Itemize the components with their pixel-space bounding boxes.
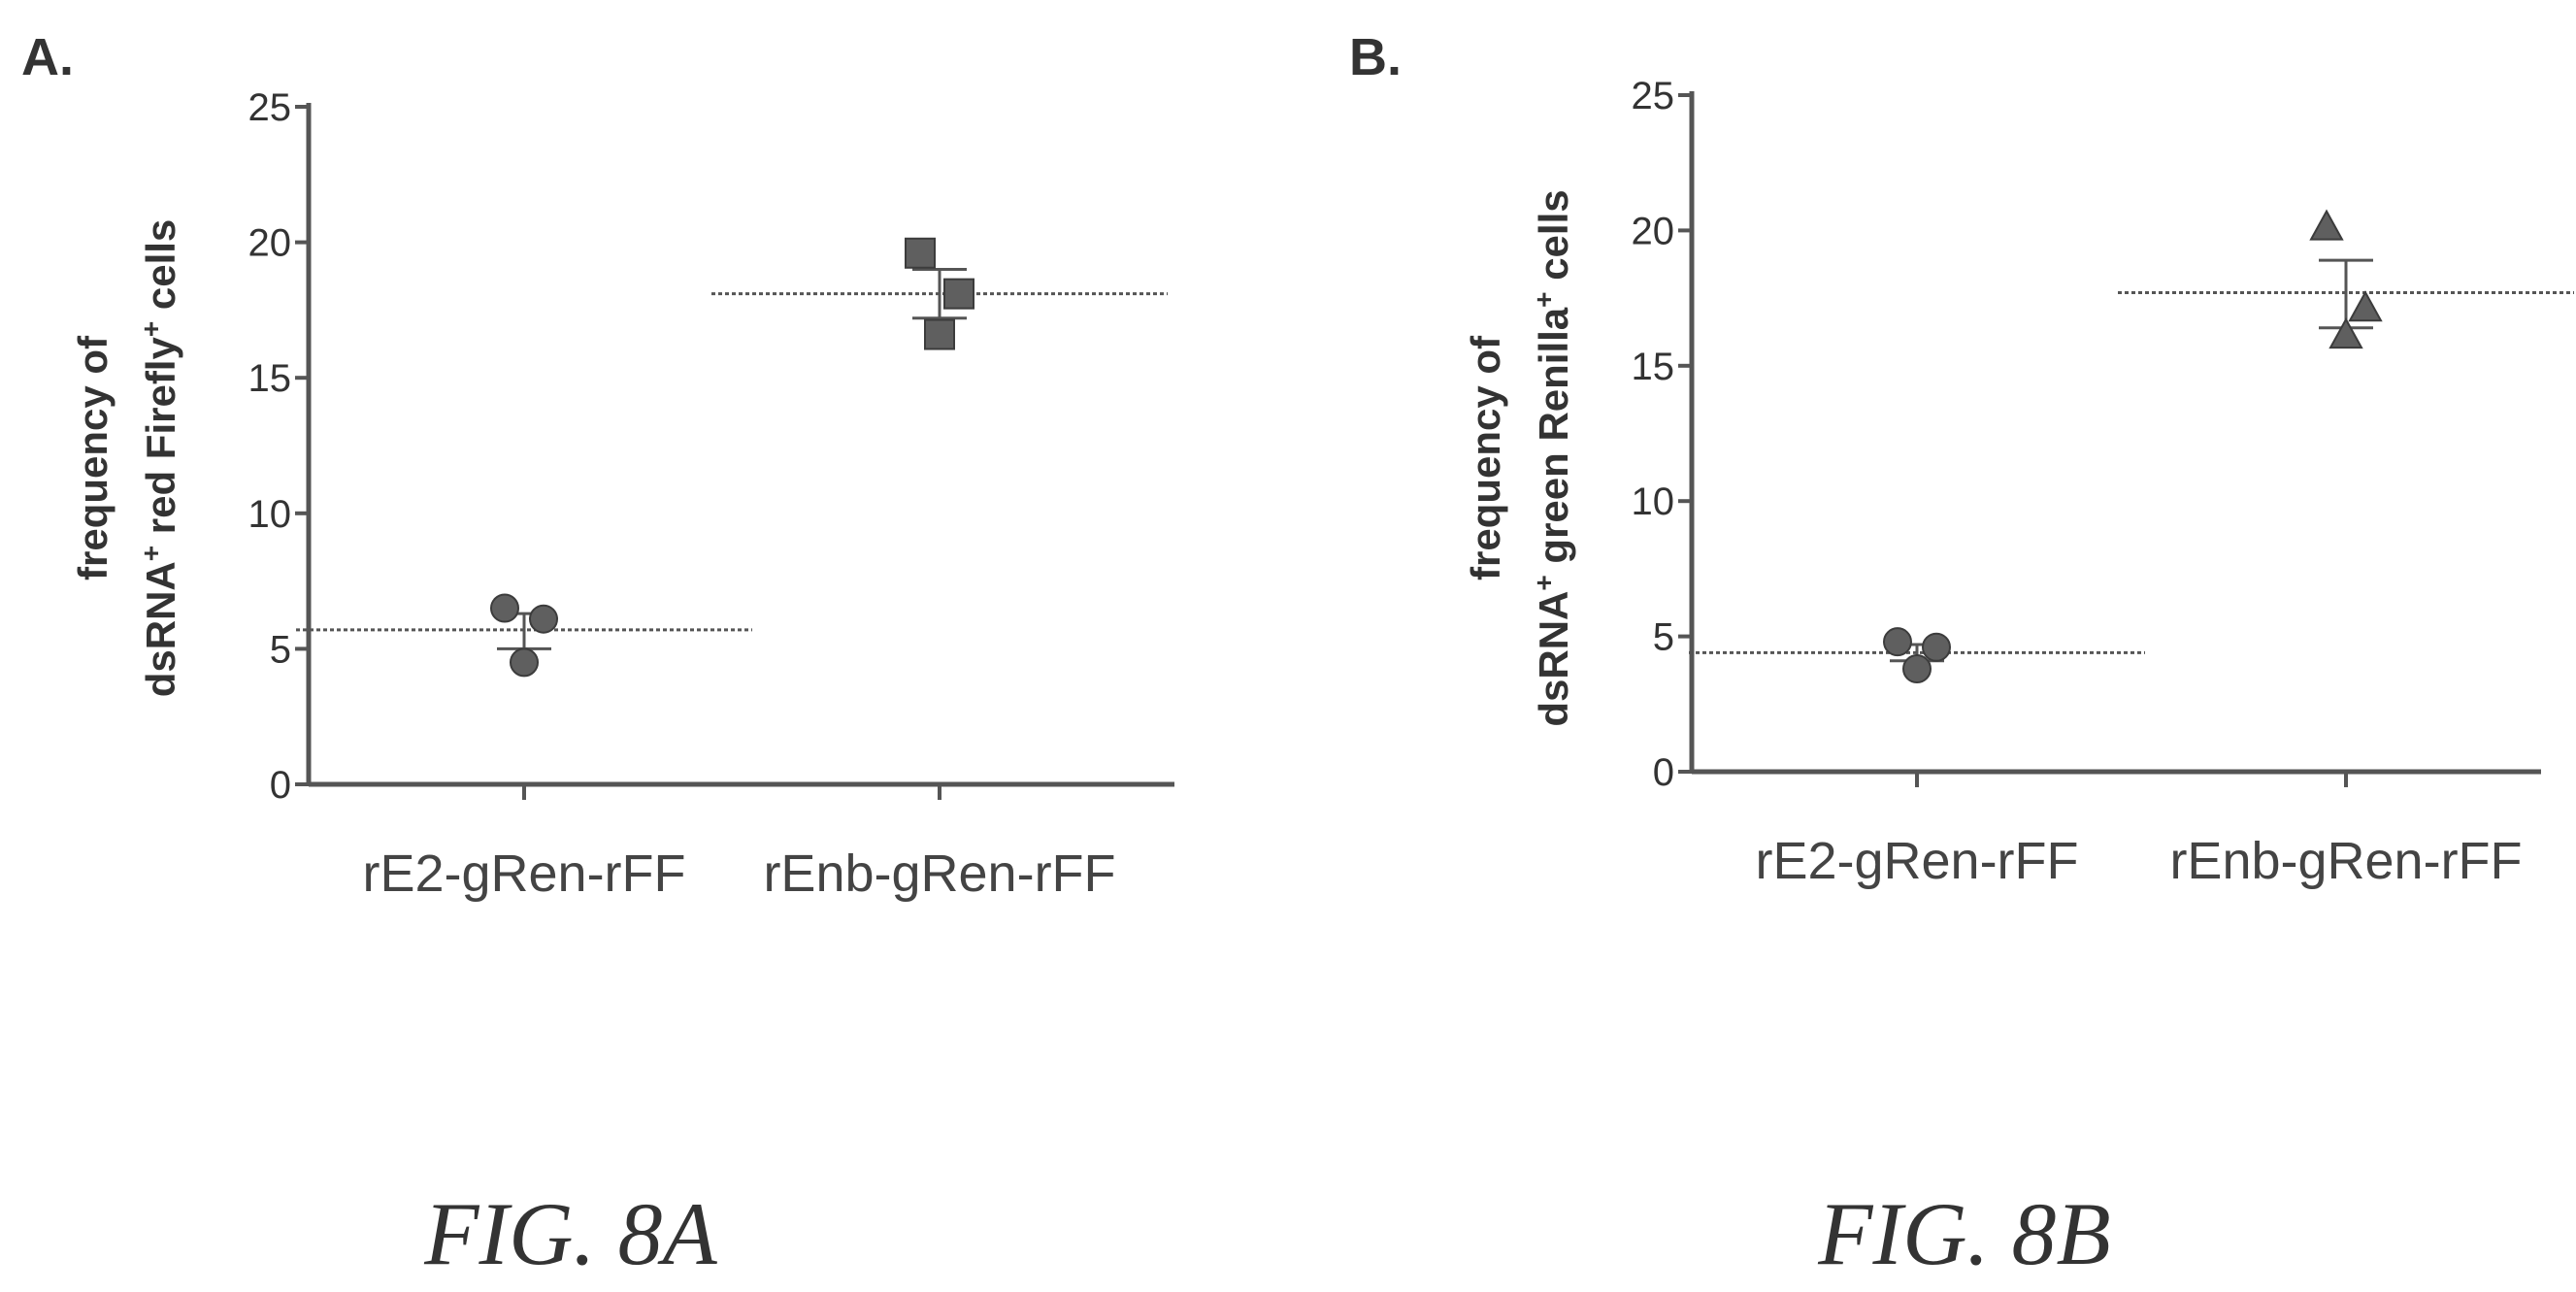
x-tick-label: rE2-gRen-rFF — [1755, 832, 2078, 890]
y-tick-label: 15 — [1632, 346, 1675, 388]
data-point — [490, 593, 519, 623]
data-point — [2309, 209, 2344, 241]
data-point — [1902, 654, 1932, 684]
label-segment: green Renilla — [1531, 307, 1576, 575]
data-point — [2328, 317, 2363, 349]
x-tick-label: rEnb-gRen-rFF — [763, 845, 1115, 903]
y-tick-label: 0 — [270, 764, 291, 807]
figure-caption: FIG. 8A — [423, 1184, 717, 1283]
x-tick-label: rE2-gRen-rFF — [362, 845, 685, 903]
y-axis-label-line2: dsRNA+ red Firefly+ cells — [136, 219, 184, 698]
superscript-plus: + — [136, 321, 166, 337]
data-point — [510, 647, 539, 678]
y-axis-label: frequency ofdsRNA+ green Renilla+ cells — [1463, 189, 1576, 726]
y-tick-label: 10 — [248, 493, 292, 536]
figure-caption: FIG. 8B — [1817, 1184, 2110, 1283]
y-tick-label: 25 — [1632, 75, 1675, 117]
panel-label: B. — [1349, 28, 1402, 86]
panel-label: A. — [21, 28, 74, 86]
y-tick-label: 25 — [248, 86, 292, 129]
superscript-plus: + — [1529, 291, 1559, 307]
data-point — [905, 237, 936, 269]
y-axis-label-line1: frequency of — [1463, 335, 1508, 580]
data-point — [1883, 627, 1912, 657]
superscript-plus: + — [1529, 575, 1559, 590]
y-tick-label: 0 — [1653, 751, 1674, 794]
y-tick-label: 15 — [248, 357, 292, 400]
y-tick-label: 20 — [248, 222, 292, 265]
y-axis-label-line2: dsRNA+ green Renilla+ cells — [1529, 189, 1577, 726]
data-point — [529, 604, 558, 634]
y-tick-label: 5 — [1653, 616, 1674, 659]
data-point — [924, 318, 955, 350]
label-segment: cells — [138, 219, 183, 321]
chart-panel-2: B. 0 5 10 15 20 25 rE2-gRen-rFF rEnb-gRen-rFF fre… — [1349, 28, 2574, 1283]
x-tick-label: rEnb-gRen-rFF — [2169, 832, 2522, 890]
label-segment: cells — [1531, 189, 1576, 291]
y-tick-label: 5 — [270, 628, 291, 671]
y-axis-label: frequency ofdsRNA+ red Firefly+ cells — [70, 219, 183, 698]
data-point — [1922, 632, 1951, 662]
superscript-plus: + — [136, 546, 166, 561]
label-segment: dsRNA — [1531, 591, 1576, 727]
label-segment: dsRNA — [138, 561, 183, 697]
chart-panel-1: A. 0 5 10 15 20 25 rE2-gRen-rFF rEnb-gRen-rFF fre… — [21, 28, 1174, 1283]
label-segment: red Firefly — [138, 337, 183, 546]
y-tick-label: 10 — [1632, 480, 1675, 523]
data-point — [943, 278, 974, 310]
y-tick-label: 20 — [1632, 210, 1675, 252]
data-point — [2348, 290, 2383, 322]
y-axis-label-line1: frequency of — [70, 335, 116, 580]
